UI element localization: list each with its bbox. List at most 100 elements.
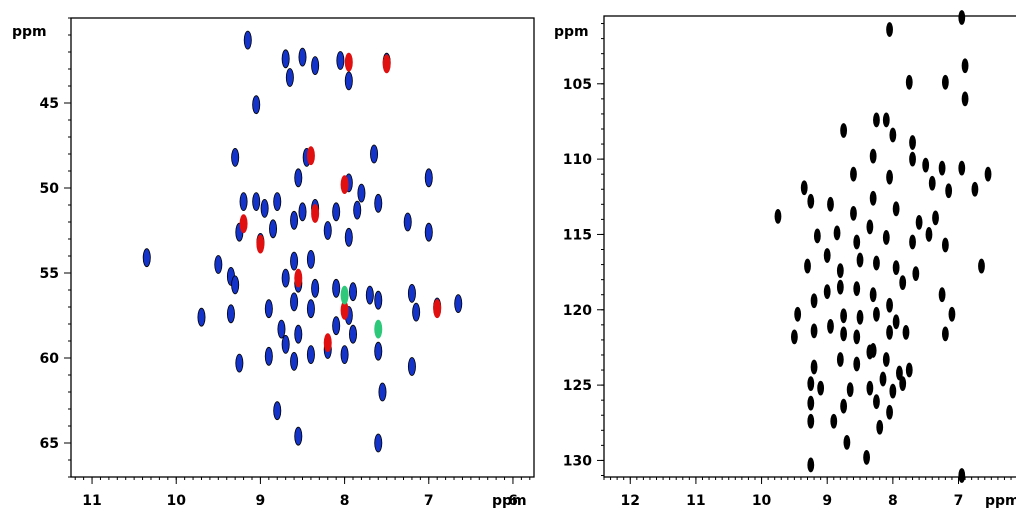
left-peak-red <box>340 175 349 195</box>
right-peak-fill <box>948 306 956 322</box>
right-peak-fill <box>840 123 848 138</box>
left-peak-blue <box>239 192 248 212</box>
right-peak-fill <box>807 457 815 473</box>
right-peak-fill <box>836 263 844 279</box>
left-peak-red <box>294 268 303 288</box>
left-peak-blue <box>370 144 379 164</box>
right-y-tick-label: 110 <box>563 152 592 168</box>
right-peak-fill <box>810 359 818 375</box>
right-peak-fill <box>873 255 880 271</box>
right-peak-fill <box>958 10 966 25</box>
right-peak-fill <box>869 287 877 303</box>
right-x-tick-label: 10 <box>752 493 772 509</box>
left-peak-red <box>306 146 315 166</box>
right-plot-frame <box>603 15 1016 478</box>
left-peak-green <box>340 285 349 305</box>
right-peak-fill <box>941 326 949 342</box>
right-x-unit-label: ppm <box>985 493 1016 509</box>
right-peak-fill <box>840 308 848 324</box>
left-peak-blue <box>374 193 383 213</box>
left-peak-blue <box>311 278 320 298</box>
left-x-tick-label: 10 <box>166 493 186 509</box>
right-peak-fill <box>813 228 821 244</box>
left-peak-blue <box>306 249 315 269</box>
right-peak-fill <box>941 237 949 253</box>
right-x-tick-label: 11 <box>686 493 705 509</box>
left-peak-blue <box>323 221 332 240</box>
right-peak-fill <box>909 135 916 150</box>
right-peak-fill <box>823 284 831 300</box>
right-peak-fill <box>896 365 903 381</box>
left-peak-blue <box>378 382 387 402</box>
right-peak-fill <box>909 151 916 167</box>
right-peak-fill <box>889 127 897 143</box>
right-peak-fill <box>863 450 870 465</box>
left-peak-blue <box>231 147 240 167</box>
left-peak-blue <box>214 255 223 274</box>
left-peak-blue <box>332 278 341 298</box>
right-peak-fill <box>882 112 890 128</box>
right-peak-fill <box>945 183 953 199</box>
left-peak-blue <box>365 285 374 305</box>
right-peak-fill <box>938 160 946 176</box>
left-peak-blue <box>290 292 299 312</box>
right-peak-fill <box>915 214 923 230</box>
left-x-unit-label: ppm <box>492 493 527 509</box>
right-peak-fill <box>873 394 880 410</box>
left-peak-blue <box>294 168 303 188</box>
left-x-tick-label: 6 <box>508 493 518 509</box>
right-peak-fill <box>846 382 854 398</box>
left-peak-blue <box>336 51 345 70</box>
left-peak-blue <box>235 353 244 373</box>
right-peak-fill <box>961 58 969 74</box>
left-x-tick-label: 9 <box>256 493 266 509</box>
right-peak-fill <box>827 318 834 334</box>
right-peak-fill <box>922 157 930 173</box>
left-peak-blue <box>294 324 303 344</box>
left-peak-blue <box>306 345 315 365</box>
right-peak-fill <box>958 160 966 176</box>
left-peak-blue <box>243 30 252 50</box>
left-peak-blue <box>353 200 362 220</box>
right-peak-fill <box>833 225 841 241</box>
left-peak-blue <box>454 294 463 314</box>
left-peak-blue <box>252 95 261 115</box>
left-peak-red <box>344 52 353 72</box>
right-peak-fill <box>886 404 893 420</box>
right-peak-fill <box>984 166 992 182</box>
right-peak-fill <box>866 380 874 396</box>
right-peak-fill <box>840 398 848 414</box>
right-peak-fill <box>843 434 851 450</box>
left-peak-blue <box>403 212 412 232</box>
left-peak-blue <box>332 316 341 336</box>
right-peak-fill <box>899 376 907 391</box>
right-y-tick-label: 120 <box>563 303 592 319</box>
left-y-tick-label: 55 <box>40 266 59 282</box>
right-peak-fill <box>873 112 880 128</box>
left-peak-blue <box>285 68 294 87</box>
left-peak-blue <box>407 357 416 376</box>
right-y-tick-label: 115 <box>563 227 592 243</box>
right-peak-fill <box>804 258 811 274</box>
left-peak-blue <box>424 222 433 242</box>
right-peak-fill <box>886 22 893 37</box>
right-x-tick-label: 8 <box>888 493 898 509</box>
right-peak-fill <box>774 208 782 224</box>
right-peak-fill <box>807 193 815 209</box>
right-x-tick-label: 9 <box>822 493 832 509</box>
right-x-tick-label: 12 <box>621 493 640 509</box>
right-peak-fill <box>850 205 857 221</box>
right-peak-fill <box>905 74 913 90</box>
left-peak-blue <box>374 433 383 453</box>
right-peak-fill <box>879 371 887 387</box>
left-peak-red <box>239 214 248 234</box>
right-peak-fill <box>961 91 969 107</box>
left-peak-blue <box>349 282 358 302</box>
right-peak-fill <box>876 419 884 435</box>
left-spectrum-panel: ppm ppm 45 50 55 60 65 11 10 9 8 7 6 <box>12 17 535 509</box>
right-peak-fill <box>853 329 861 345</box>
right-peak-fill <box>853 356 861 372</box>
right-y-tick-label: 130 <box>563 453 592 469</box>
left-peak-blue <box>332 202 341 222</box>
right-peak-fill <box>938 287 946 303</box>
